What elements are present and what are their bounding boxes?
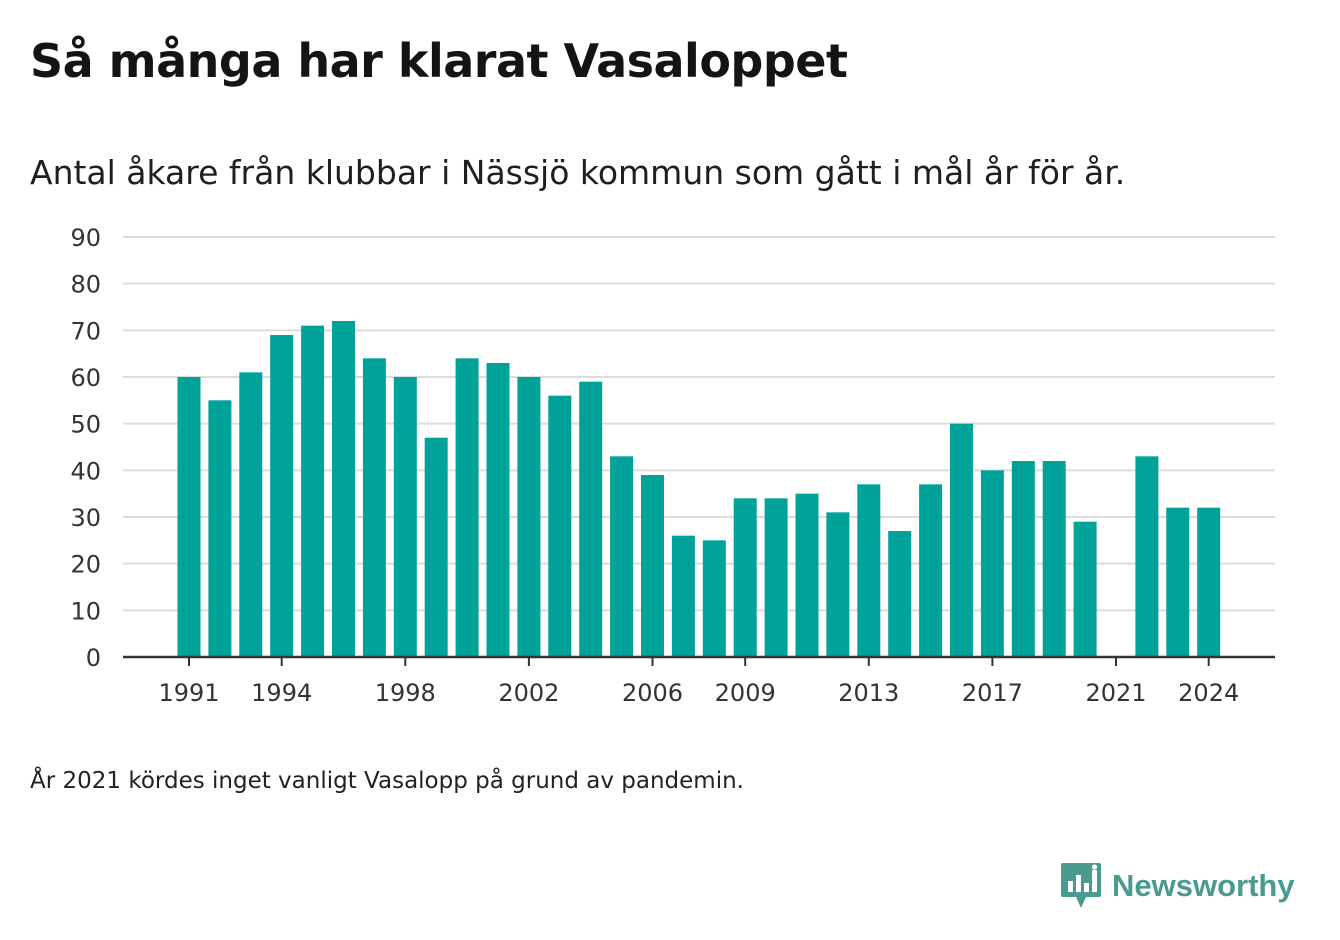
y-axis-ticks: 0 10 20 30 40 50 60 70 80 90 [70, 224, 101, 672]
bar-2007 [671, 535, 695, 657]
bars [177, 321, 1221, 657]
y-tick-label: 70 [70, 317, 101, 345]
bar-1999 [424, 437, 448, 657]
bar-1991 [177, 377, 201, 657]
bar-2003 [548, 395, 572, 657]
y-tick-label: 20 [70, 551, 101, 579]
y-tick-label: 10 [70, 597, 101, 625]
gridlines [123, 236, 1275, 612]
bar-2010 [764, 498, 788, 657]
chart-title: Så många har klarat Vasaloppet [30, 34, 848, 88]
bar-2001 [486, 363, 510, 657]
bar-2006 [641, 475, 664, 657]
x-tick-label: 2013 [838, 679, 899, 707]
bar-1998 [393, 377, 417, 657]
bar-2012 [826, 512, 850, 657]
brand-name: Newsworthy [1112, 868, 1295, 903]
x-tick-label: 2006 [622, 679, 683, 707]
y-tick-label: 0 [86, 644, 101, 672]
bar-2019 [1042, 461, 1066, 657]
bar-2018 [1011, 461, 1035, 657]
x-tick-label: 1994 [251, 679, 312, 707]
x-tick-label: 2017 [962, 679, 1023, 707]
footnote: År 2021 kördes inget vanligt Vasalopp på… [30, 768, 744, 794]
x-tick-label: 2021 [1085, 679, 1146, 707]
bar-2004 [579, 381, 603, 657]
y-tick-label: 50 [70, 411, 101, 439]
bar-2017 [980, 470, 1004, 657]
x-tick-label: 1991 [158, 679, 219, 707]
y-tick-label: 80 [70, 271, 101, 299]
x-axis: 1991 1994 1998 2002 2006 2009 2013 2017 2021 2024 [123, 655, 1275, 707]
y-tick-label: 40 [70, 457, 101, 485]
x-tick-label: 2009 [715, 679, 776, 707]
bar-2008 [702, 540, 726, 657]
bar-2013 [857, 484, 881, 657]
bar-2022 [1135, 456, 1159, 657]
brand: Newsworthy [1060, 860, 1295, 912]
bar-2015 [919, 484, 943, 657]
bar-2002 [517, 377, 541, 657]
bar-2023 [1166, 507, 1190, 657]
bar-2000 [455, 358, 479, 657]
bar-2024 [1197, 507, 1221, 657]
bar-1995 [301, 325, 325, 657]
chart-subtitle: Antal åkare från klubbar i Nässjö kommun… [30, 153, 1126, 192]
bar-2020 [1073, 521, 1097, 657]
x-tick-label: 2024 [1178, 679, 1239, 707]
bar-chart: 0 10 20 30 40 50 60 70 80 90 1991 1994 1998 2002 2006… [70, 224, 1275, 707]
bar-1994 [270, 335, 294, 657]
bar-1993 [239, 372, 263, 657]
bar-1996 [332, 321, 355, 657]
y-tick-label: 60 [70, 364, 101, 392]
bar-2014 [888, 531, 912, 657]
newsworthy-logo-icon [1061, 863, 1101, 908]
bar-2011 [795, 493, 819, 657]
bar-2009 [733, 498, 757, 657]
bar-2005 [610, 456, 634, 657]
bar-2016 [950, 423, 973, 657]
x-tick-label: 2002 [498, 679, 559, 707]
bar-1997 [362, 358, 386, 657]
x-tick-label: 1998 [375, 679, 436, 707]
bar-1992 [208, 400, 232, 657]
y-tick-label: 90 [70, 224, 101, 252]
y-tick-label: 30 [70, 504, 101, 532]
